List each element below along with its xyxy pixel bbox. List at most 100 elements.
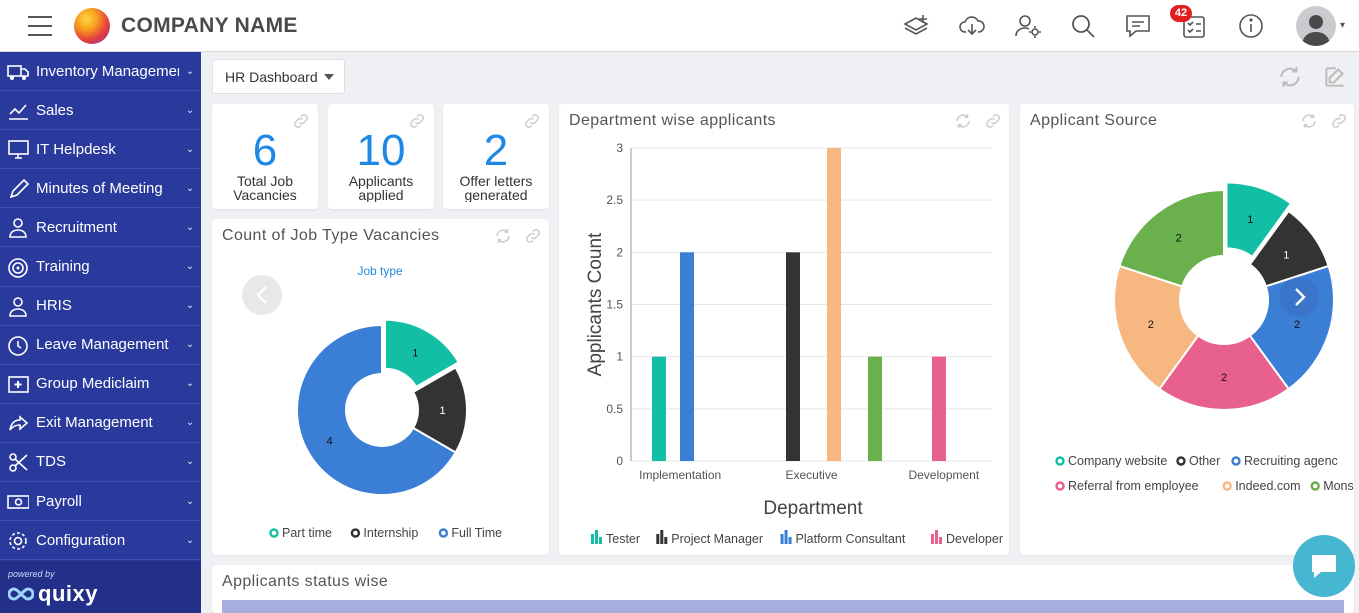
slice-full-time[interactable]: 4 [296,323,457,496]
slice-part-time[interactable]: 1 [384,318,460,389]
link-icon[interactable] [408,112,426,130]
next-arrow-button[interactable] [1279,277,1319,317]
clock-icon [0,334,36,356]
slice-referral-from-employee[interactable]: 2 [1157,334,1291,411]
slice-value-label: 1 [1283,250,1289,262]
legend-item[interactable]: Project Manager [656,530,763,546]
sidebar-item-training[interactable]: Training ⌄ [0,247,201,287]
sidebar-item-minutes-of-meeting[interactable]: Minutes of Meeting ⌄ [0,169,201,209]
legend-item[interactable]: Other [1176,454,1221,468]
legend-item[interactable]: Full Time [438,526,502,540]
slice-value-label: 1 [412,347,418,359]
refresh-icon[interactable] [954,112,972,130]
bar[interactable] [827,148,841,461]
refresh-icon[interactable] [1300,112,1318,130]
y-tick-label: 2.5 [606,193,623,207]
y-tick-label: 1.5 [606,298,623,312]
x-tick-label: Implementation [639,468,721,482]
slice-indeed-com[interactable]: 2 [1113,264,1200,391]
slice-path[interactable] [1225,181,1293,259]
pen-icon [0,177,36,199]
chevron-down-icon: ⌄ [185,221,195,233]
chat-icon[interactable] [1124,12,1152,40]
edit-dashboard-icon[interactable] [1322,64,1348,90]
slice-recruiting-agency[interactable]: 2 [1248,264,1335,391]
slice-path[interactable] [1118,188,1225,288]
chevron-down-icon: ⌄ [185,261,195,273]
chat-support-button[interactable] [1293,535,1355,597]
slice-path[interactable] [384,318,460,389]
user-icon [0,295,36,317]
kpi-value: 10 [356,126,406,175]
sidebar-item-hris[interactable]: HRIS ⌄ [0,287,201,326]
bar[interactable] [680,252,694,461]
sidebar-item-recruitment[interactable]: Recruitment ⌄ [0,208,201,248]
chevron-down-icon[interactable]: ▾ [1340,20,1346,31]
sidebar-item-group-mediclaim[interactable]: Group Mediclaim ⌄ [0,365,201,404]
legend-item[interactable]: Tester [591,530,640,546]
legend-marker [1222,481,1232,491]
legend-item[interactable]: Mons [1310,479,1354,493]
chevron-down-icon: ⌄ [185,417,195,429]
card-title: Department wise applicants [569,112,776,129]
legend-item[interactable]: Part time [269,526,333,540]
dashboard-select[interactable]: HR Dashboard [212,59,345,94]
legend-item[interactable]: Indeed.com [1222,479,1301,493]
x-tick-label: Executive [785,468,837,482]
sidebar-item-it-helpdesk[interactable]: IT Helpdesk ⌄ [0,130,201,170]
status-chart-header [222,600,1344,613]
link-icon[interactable] [1330,112,1348,130]
sidebar-item-tds[interactable]: TDS ⌄ [0,443,201,483]
kpi-value: 6 [252,126,278,175]
info-icon[interactable] [1237,12,1265,40]
refresh-dashboard-icon[interactable] [1277,64,1303,90]
search-icon[interactable] [1069,12,1097,40]
sidebar-item-inventory-management[interactable]: Inventory Management ⌄ [0,52,201,92]
sidebar-item-configuration[interactable]: Configuration ⌄ [0,521,201,561]
gear-icon [0,529,36,551]
legend-item[interactable]: Recruiting agenc [1231,454,1338,468]
sidebar-item-sales[interactable]: Sales ⌄ [0,91,201,131]
bar[interactable] [786,252,800,461]
link-icon[interactable] [523,112,541,130]
chevron-down-icon: ⌄ [185,378,195,390]
applicant-source-donut-chart: 1 1 2 2 2 2 Company website Other Recruiting age… [1055,181,1354,493]
slice-path[interactable] [1248,264,1335,391]
bar[interactable] [932,356,946,461]
slice-company-website[interactable]: 1 [1225,181,1293,259]
sidebar-item-leave-management[interactable]: Leave Management ⌄ [0,326,201,365]
sidebar-item-label: Recruitment [36,218,117,236]
legend-item[interactable]: Platform Consultant [780,530,906,546]
legend-marker [350,528,361,538]
sidebar-item-exit-management[interactable]: Exit Management ⌄ [0,404,201,443]
legend-item[interactable]: Developer [931,530,1003,546]
chevron-down-icon: ⌄ [185,104,195,116]
sidebar-item-payroll[interactable]: Payroll ⌄ [0,482,201,522]
slice-monster[interactable]: 2 [1118,188,1225,288]
prev-arrow-button[interactable] [242,275,282,315]
sidebar-item-label: TDS [36,453,66,471]
legend-item[interactable]: Company website [1055,454,1168,468]
user-avatar[interactable] [1296,6,1336,46]
user-settings-icon[interactable] [1014,12,1042,40]
legend-label: Tester [606,532,640,546]
slice-path[interactable] [1113,264,1200,391]
bar[interactable] [868,356,882,461]
task-list-icon[interactable] [1180,12,1208,40]
applicant-source-card: Applicant Source 1 1 2 2 2 2 Company website Ot… [1020,104,1354,555]
medical-icon [0,373,36,395]
legend-label: Internship [363,526,418,540]
link-icon[interactable] [292,112,310,130]
link-icon[interactable] [984,112,1002,130]
slice-path[interactable] [1157,334,1291,411]
legend-item[interactable]: Internship [350,526,418,540]
hamburger-menu-icon[interactable] [28,16,52,36]
refresh-icon[interactable] [494,227,512,245]
slice-path[interactable] [296,323,457,496]
slice-value-label: 1 [439,405,445,417]
link-icon[interactable] [524,227,542,245]
cloud-download-icon[interactable] [958,12,986,40]
bar[interactable] [652,356,666,461]
legend-item[interactable]: Referral from employee [1055,479,1199,493]
add-layers-icon[interactable] [902,12,930,40]
